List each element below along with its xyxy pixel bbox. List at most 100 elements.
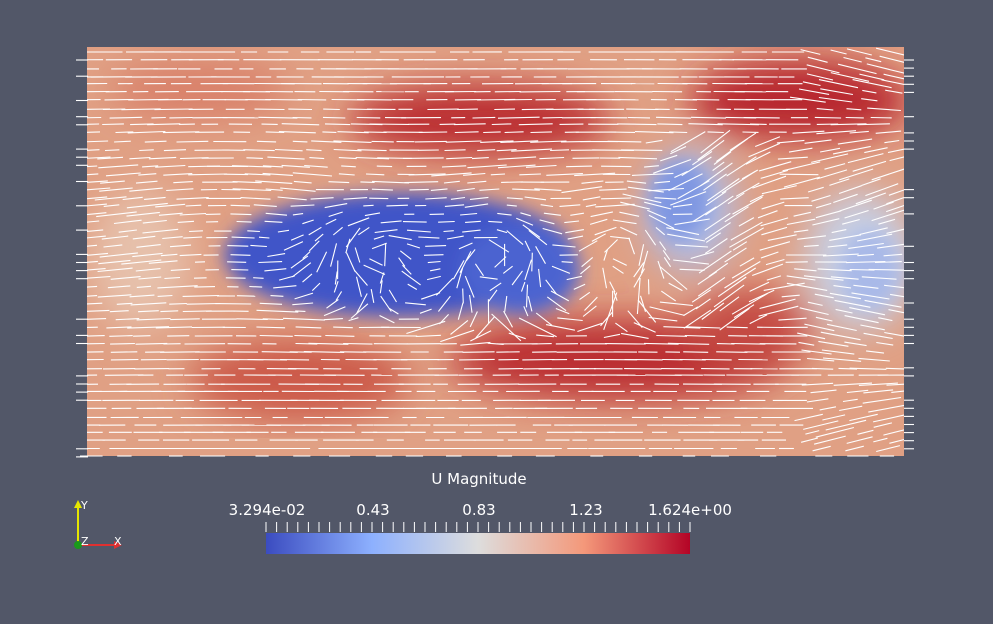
- velocity-glyph: [280, 187, 316, 192]
- velocity-glyph: [864, 299, 902, 308]
- velocity-glyph: [244, 173, 271, 176]
- velocity-glyph: [87, 156, 111, 159]
- velocity-glyph: [333, 140, 372, 143]
- velocity-glyph: [87, 203, 107, 207]
- velocity-glyph: [561, 186, 603, 194]
- velocity-glyph: [97, 267, 133, 273]
- velocity-glyph: [281, 123, 320, 126]
- velocity-glyph: [406, 320, 446, 335]
- velocity-glyph: [274, 148, 303, 152]
- velocity-glyph: [265, 212, 288, 216]
- velocity-glyph: [419, 308, 432, 314]
- velocity-glyph: [683, 351, 709, 353]
- velocity-glyph: [360, 181, 375, 183]
- velocity-glyph: [662, 249, 671, 261]
- velocity-glyph: [522, 224, 541, 238]
- velocity-glyph: [582, 196, 601, 201]
- velocity-glyph: [460, 341, 491, 346]
- velocity-glyph: [87, 260, 98, 263]
- velocity-glyph: [752, 263, 784, 277]
- velocity-glyph: [846, 108, 862, 111]
- velocity-glyph: [427, 260, 441, 264]
- velocity-glyph: [883, 73, 904, 80]
- velocity-glyph: [231, 165, 272, 168]
- velocity-glyph: [115, 318, 140, 321]
- velocity-glyph: [852, 160, 887, 172]
- velocity-glyph: [87, 187, 111, 191]
- velocity-glyph: [523, 306, 529, 317]
- velocity-glyph: [538, 268, 542, 288]
- velocity-glyph: [602, 267, 608, 289]
- velocity-glyph: [826, 323, 857, 332]
- velocity-glyph: [607, 140, 642, 143]
- velocity-glyph: [648, 214, 675, 229]
- velocity-glyph: [402, 221, 427, 223]
- velocity-glyph: [384, 243, 387, 267]
- velocity-glyph: [426, 275, 441, 281]
- velocity-glyph: [889, 439, 904, 444]
- velocity-glyph: [599, 188, 627, 191]
- velocity-glyph: [122, 196, 143, 201]
- velocity-glyph: [690, 251, 715, 260]
- velocity-glyph: [761, 201, 785, 210]
- velocity-glyph: [656, 334, 688, 337]
- velocity-glyph: [765, 258, 785, 266]
- velocity-glyph: [793, 229, 809, 233]
- velocity-glyph: [546, 173, 583, 176]
- velocity-glyph: [236, 318, 268, 321]
- velocity-glyph: [777, 156, 808, 160]
- velocity-glyph: [87, 275, 111, 279]
- velocity-glyph: [189, 230, 203, 233]
- x-axis-label: X: [114, 535, 122, 548]
- velocity-glyph: [760, 169, 789, 179]
- velocity-glyph: [121, 108, 161, 111]
- velocity-glyph: [811, 194, 831, 202]
- velocity-glyph: [873, 437, 888, 443]
- velocity-glyph: [487, 289, 498, 303]
- velocity-glyph: [761, 185, 797, 195]
- velocity-glyph: [786, 218, 816, 226]
- velocity-glyph: [179, 212, 207, 216]
- velocity-glyph: [425, 197, 447, 200]
- velocity-glyph: [620, 201, 650, 210]
- velocity-glyph: [154, 108, 193, 111]
- velocity-glyph: [647, 209, 667, 219]
- velocity-glyph: [679, 268, 705, 271]
- velocity-glyph: [844, 315, 879, 324]
- velocity-glyph: [781, 294, 800, 298]
- velocity-glyph: [388, 289, 397, 303]
- velocity-glyph: [594, 226, 617, 236]
- velocity-glyph: [341, 165, 356, 168]
- velocity-glyph: [258, 236, 270, 239]
- velocity-glyph: [306, 149, 322, 152]
- velocity-glyph: [170, 318, 200, 321]
- velocity-glyph: [660, 154, 678, 162]
- velocity-glyph: [176, 140, 209, 143]
- velocity-glyph: [500, 140, 539, 144]
- velocity-glyph: [663, 256, 672, 268]
- velocity-glyph: [129, 294, 155, 298]
- velocity-glyph: [186, 302, 221, 305]
- velocity-glyph: [256, 140, 277, 143]
- velocity-glyph: [326, 299, 339, 309]
- velocity-glyph-edges: [76, 59, 914, 458]
- velocity-glyph: [695, 298, 711, 310]
- velocity-glyph: [886, 383, 904, 386]
- velocity-glyph: [330, 243, 338, 267]
- velocity-glyph: [633, 262, 645, 278]
- velocity-glyph: [404, 181, 439, 184]
- velocity-glyph: [668, 282, 683, 292]
- velocity-glyph: [666, 227, 700, 236]
- velocity-glyph: [87, 335, 105, 337]
- velocity-glyph: [158, 212, 183, 216]
- velocity-glyph: [831, 229, 847, 234]
- velocity-glyph: [617, 123, 657, 126]
- velocity-glyph: [581, 256, 594, 268]
- velocity-glyph: [759, 298, 796, 310]
- velocity-glyph: [785, 261, 808, 263]
- velocity-glyph: [626, 180, 647, 184]
- velocity-glyph: [818, 79, 859, 89]
- velocity-glyph: [512, 188, 540, 191]
- velocity-glyph: [135, 342, 168, 345]
